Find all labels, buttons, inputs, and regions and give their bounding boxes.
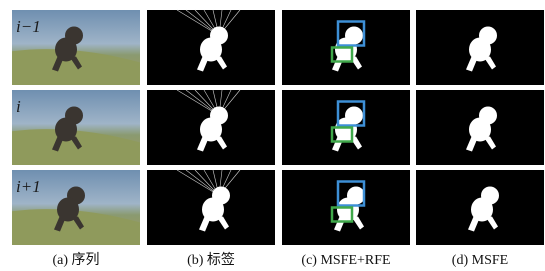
panel bbox=[147, 90, 275, 165]
panel bbox=[12, 90, 140, 165]
caption: (c) MSFE+RFE bbox=[301, 253, 390, 268]
panel bbox=[147, 10, 275, 85]
caption: (b) 标签 bbox=[187, 251, 235, 268]
panel bbox=[147, 170, 275, 245]
panel bbox=[282, 170, 410, 245]
row-label: i bbox=[16, 97, 21, 116]
caption: (a) 序列 bbox=[52, 252, 99, 268]
row-label: i−1 bbox=[16, 17, 41, 36]
panel bbox=[416, 90, 544, 165]
panel bbox=[416, 10, 544, 85]
caption: (d) MSFE bbox=[452, 253, 508, 268]
panel bbox=[416, 170, 544, 245]
row-label: i+1 bbox=[16, 177, 41, 196]
panel bbox=[282, 90, 410, 165]
panel bbox=[282, 10, 410, 85]
figure: i−1 i i+1 (a) 序列 (b) 标签 (c) MSFE+RFE (d) MSFE bbox=[0, 0, 545, 271]
